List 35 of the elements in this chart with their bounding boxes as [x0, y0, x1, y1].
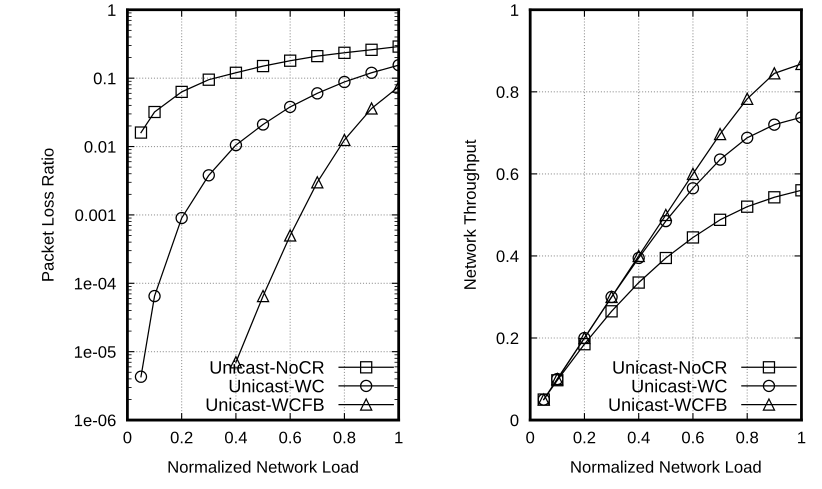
legend-label: Unicast-WC [230, 379, 324, 392]
y-tick-label: 0.8 [496, 86, 518, 98]
y-tick-label: 0.01 [84, 140, 116, 153]
x-tick-label: 0.4 [224, 432, 248, 444]
x-tick-label: 0.6 [682, 432, 704, 444]
y-tick-label: 0.1 [94, 72, 116, 84]
x-axis-title: Normalized Network Load [168, 460, 358, 473]
y-axis-title: Packet Loss Ratio [41, 148, 54, 281]
y-tick-label: 0.001 [75, 209, 116, 222]
x-tick-label: 0.2 [574, 432, 596, 444]
y-tick-label: 0 [510, 414, 518, 426]
x-tick-label: 0.4 [628, 432, 650, 444]
x-tick-label: 0.6 [279, 432, 302, 444]
x-tick-label: 0.2 [170, 432, 192, 444]
y-tick-label: 1e-04 [74, 278, 116, 290]
y-tick-label: 1e-05 [74, 346, 116, 358]
y-tick-label: 0.6 [496, 168, 518, 180]
legend-label: Unicast-WC [632, 379, 727, 392]
x-axis-title: Normalized Network Load [571, 460, 761, 473]
y-tick-label: 1 [108, 4, 116, 16]
y-tick-label: 1 [511, 4, 518, 16]
y-tick-label: 0.2 [496, 332, 518, 344]
legend-label: Unicast-WCFB [609, 398, 726, 412]
x-tick-label: 0.8 [736, 432, 758, 444]
x-tick-label: 0 [123, 432, 132, 444]
y-tick-label: 1e-06 [74, 414, 116, 426]
x-tick-label: 0 [526, 432, 534, 444]
x-tick-label: 0.8 [333, 432, 356, 444]
x-tick-label: 1 [395, 432, 402, 444]
legend-label: Unicast-NoCR [613, 360, 727, 374]
y-axis-title: Network Throughput [464, 140, 480, 289]
legend-label: Unicast-WCFB [206, 398, 324, 412]
y-tick-label: 0.4 [496, 250, 519, 262]
x-tick-label: 1 [798, 432, 806, 444]
legend-label: Unicast-NoCR [210, 360, 324, 374]
